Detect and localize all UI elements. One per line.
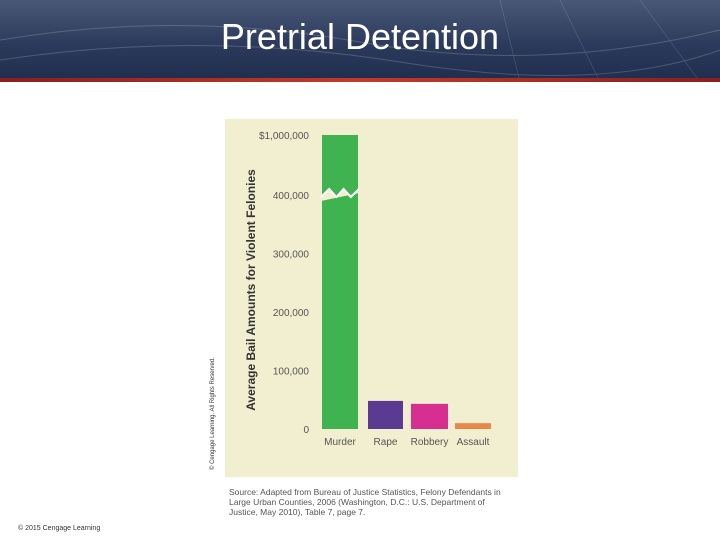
y-tick-label: 300,000 (273, 250, 310, 261)
bar-assault (455, 423, 491, 429)
y-tick-label: 200,000 (273, 308, 310, 319)
slide-title: Pretrial Detention (220, 16, 500, 57)
bar-rape (368, 400, 403, 429)
bar-chart: Average Bail Amounts for Violent Felonie… (244, 131, 491, 448)
axis-break-zigzag (320, 187, 360, 199)
x-tick-label: Robbery (411, 437, 449, 448)
axis-break-gap (321, 189, 359, 201)
x-tick-label: Rape (374, 437, 398, 448)
bar-murder (322, 135, 358, 429)
y-axis-label: Average Bail Amounts for Violent Felonie… (244, 169, 258, 411)
header-rule (0, 78, 720, 82)
bar-robbery (411, 403, 448, 429)
chart-figure: Average Bail Amounts for Violent Felonie… (225, 119, 518, 519)
y-tick-label: 0 (303, 425, 309, 436)
footer-copyright: © 2015 Cengage Learning (18, 525, 101, 532)
source-box (225, 477, 518, 519)
source-note: Source: Adapted from Bureau of Justice S… (229, 487, 501, 517)
x-tick-label: Murder (324, 437, 356, 448)
y-tick-label: 400,000 (273, 191, 310, 202)
x-tick-label: Assault (457, 437, 490, 448)
side-copyright: © Cengage Learning. All Rights Reserved. (210, 357, 216, 470)
header-texture (0, 0, 720, 82)
slide-header (0, 0, 720, 82)
y-tick-label: 100,000 (273, 367, 310, 378)
y-tick-label: $1,000,000 (259, 131, 309, 142)
